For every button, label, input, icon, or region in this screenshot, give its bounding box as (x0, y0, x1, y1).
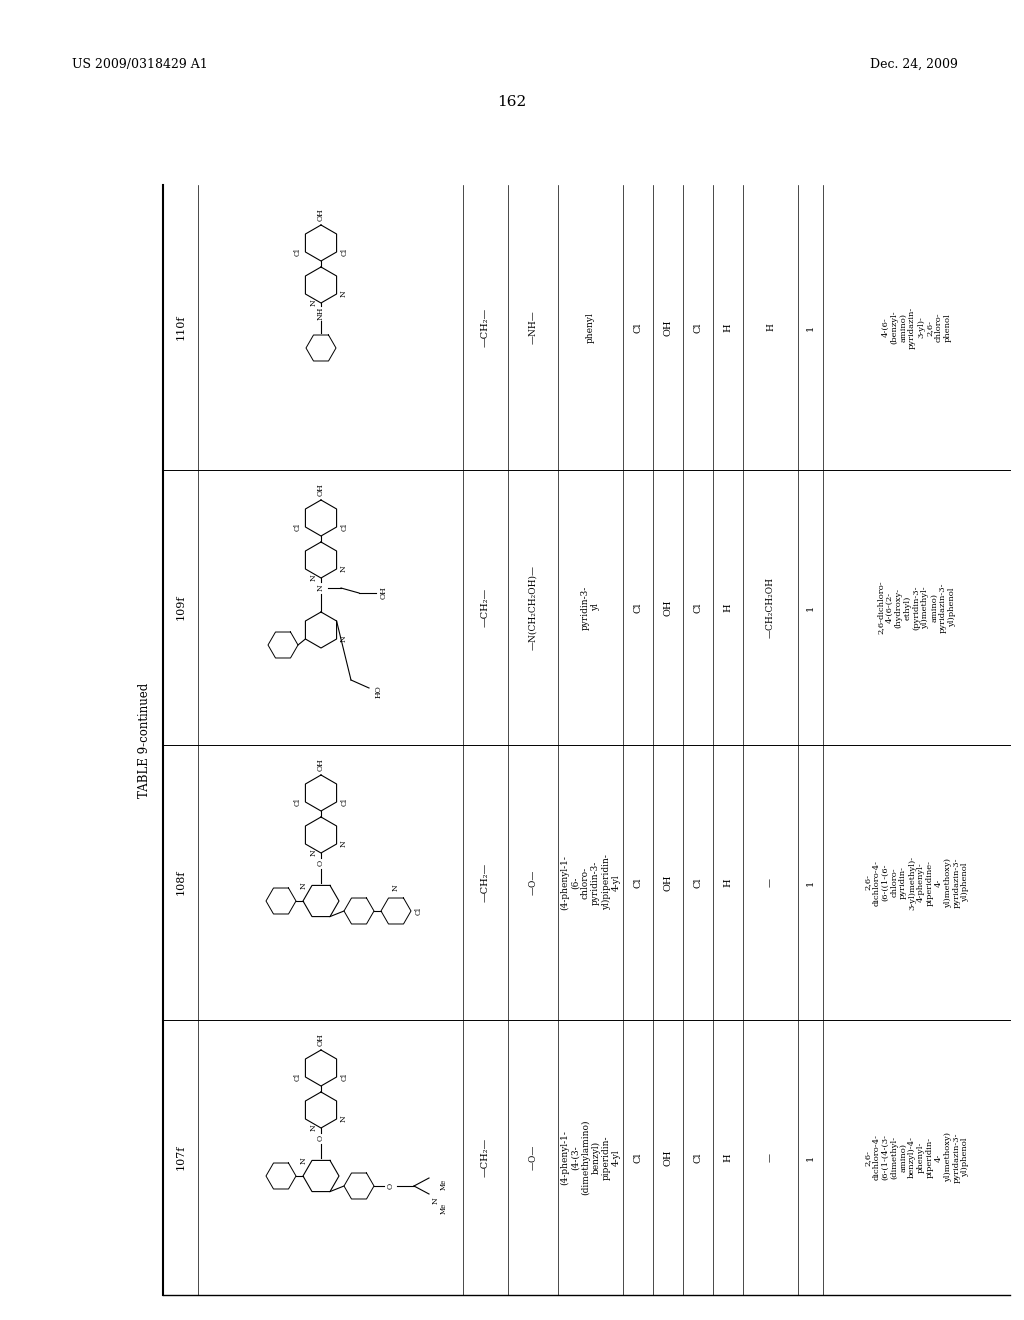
Text: N: N (310, 1125, 318, 1131)
Text: US 2009/0318429 A1: US 2009/0318429 A1 (72, 58, 208, 71)
Text: TABLE 9-continued: TABLE 9-continued (138, 682, 152, 797)
Text: Me: Me (440, 1203, 449, 1213)
Text: —: — (766, 1152, 775, 1162)
Text: O: O (317, 1135, 325, 1140)
Text: Cl: Cl (415, 907, 423, 915)
Text: N: N (340, 636, 347, 643)
Text: Cl: Cl (693, 1152, 702, 1163)
Text: —CH₂—: —CH₂— (481, 863, 490, 902)
Text: —O—: —O— (528, 870, 538, 895)
Text: O: O (317, 859, 325, 866)
Text: OH: OH (317, 483, 325, 496)
Text: phenyl: phenyl (586, 312, 595, 343)
Text: —CH₂—: —CH₂— (481, 1138, 490, 1177)
Text: Cl: Cl (634, 322, 642, 333)
Text: —NH—: —NH— (528, 310, 538, 345)
Text: 2,6-
dichloro-4-
(6-(1-(4-(3-
(dimethyl-
amino)
benzyl)-4-
phenyl-
piperidin-
4-: 2,6- dichloro-4- (6-(1-(4-(3- (dimethyl-… (863, 1133, 970, 1183)
Text: N: N (317, 585, 325, 591)
Text: Cl: Cl (634, 878, 642, 888)
Text: 4-(6-
(benzyl-
amino)
pyridazin-
3-yl)-
2,6-
chloro-
phenol: 4-(6- (benzyl- amino) pyridazin- 3-yl)- … (882, 306, 951, 348)
Text: OH: OH (664, 599, 673, 615)
Text: —O—: —O— (528, 1144, 538, 1171)
Text: —CH₂CH₂OH: —CH₂CH₂OH (766, 577, 775, 638)
Text: N: N (392, 884, 400, 891)
Text: 110f: 110f (175, 314, 185, 341)
Text: Cl: Cl (341, 797, 348, 807)
Text: Me: Me (440, 1179, 449, 1189)
Text: Cl: Cl (341, 248, 348, 256)
Text: 109f: 109f (175, 595, 185, 620)
Text: —N(CH₂CH₂OH)—: —N(CH₂CH₂OH)— (528, 565, 538, 649)
Text: Cl: Cl (294, 1073, 301, 1081)
Text: H: H (766, 323, 775, 331)
Text: NH: NH (317, 306, 325, 319)
Text: Cl: Cl (693, 322, 702, 333)
Text: Cl: Cl (294, 797, 301, 807)
Text: N: N (340, 1115, 347, 1122)
Text: OH: OH (664, 874, 673, 891)
Text: HO: HO (375, 685, 383, 698)
Text: N: N (310, 850, 318, 857)
Text: OH: OH (317, 759, 325, 771)
Text: Cl: Cl (341, 523, 348, 531)
Text: Cl: Cl (634, 602, 642, 612)
Text: 1: 1 (806, 605, 815, 611)
Text: N: N (310, 574, 318, 581)
Text: OH: OH (317, 209, 325, 222)
Text: (4-phenyl-1-
(6-
chloro-
pyridin-3-
yl)piperidin-
4-yl: (4-phenyl-1- (6- chloro- pyridin-3- yl)p… (560, 854, 622, 911)
Text: (4-phenyl-1-
(4-(3-
(dimethylamino)
benzyl)
piperidin-
4-yl: (4-phenyl-1- (4-(3- (dimethylamino) benz… (560, 1119, 622, 1195)
Text: 2,6-dichloro-
4-(6-(2-
(hydroxy-
ethyl)
(pyridin-3-
yl)methyl-
amino)
pyridazin-: 2,6-dichloro- 4-(6-(2- (hydroxy- ethyl) … (877, 581, 956, 635)
Text: Cl: Cl (294, 248, 301, 256)
Text: Cl: Cl (693, 878, 702, 888)
Text: Cl: Cl (341, 1073, 348, 1081)
Text: N: N (432, 1197, 440, 1204)
Text: N: N (300, 882, 308, 888)
Text: Cl: Cl (693, 602, 702, 612)
Text: H: H (724, 323, 732, 331)
Text: 2,6-
dichloro-4-
(6-((1-(6-
chloro-
pyridin-
3-yl)methyl)-
4-phenyl-
piperidine-: 2,6- dichloro-4- (6-((1-(6- chloro- pyri… (863, 855, 970, 909)
Text: N: N (340, 566, 347, 573)
Text: H: H (724, 1154, 732, 1162)
Text: —: — (766, 878, 775, 887)
Text: N: N (310, 300, 318, 306)
Text: N: N (340, 290, 347, 297)
Text: 1: 1 (806, 879, 815, 886)
Text: OH: OH (664, 1150, 673, 1166)
Text: OH: OH (317, 1034, 325, 1047)
Text: Cl: Cl (634, 1152, 642, 1163)
Text: —CH₂—: —CH₂— (481, 308, 490, 347)
Text: Cl: Cl (294, 523, 301, 531)
Text: 162: 162 (498, 95, 526, 110)
Text: Dec. 24, 2009: Dec. 24, 2009 (870, 58, 958, 71)
Text: O: O (387, 1183, 395, 1189)
Text: OH: OH (664, 319, 673, 335)
Text: 1: 1 (806, 325, 815, 330)
Text: N: N (300, 1158, 308, 1164)
Text: 107f: 107f (175, 1144, 185, 1171)
Text: pyridin-3-
yl: pyridin-3- yl (581, 585, 600, 630)
Text: N: N (340, 841, 347, 847)
Text: 108f: 108f (175, 870, 185, 895)
Text: H: H (724, 603, 732, 611)
Text: OH: OH (380, 586, 388, 599)
Text: —CH₂—: —CH₂— (481, 587, 490, 627)
Text: H: H (724, 878, 732, 887)
Text: 1: 1 (806, 1155, 815, 1160)
